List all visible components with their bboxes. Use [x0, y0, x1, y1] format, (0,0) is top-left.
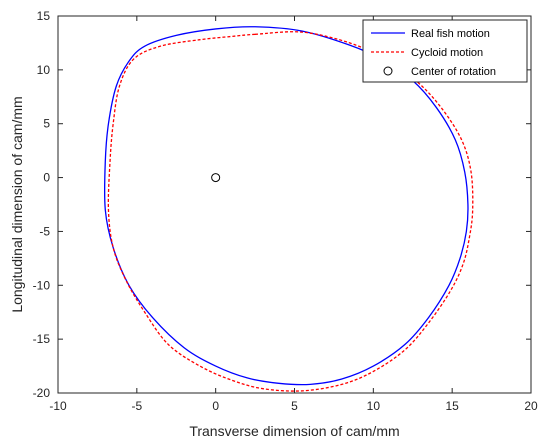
y-axis-label: Longitudinal dimension of cam/mm [9, 96, 25, 312]
x-tick-label: 5 [291, 399, 298, 413]
series-layer [103, 26, 474, 392]
x-tick-label: 20 [524, 399, 538, 413]
y-ticks: -20 -15 -10 -5 0 5 10 15 [33, 9, 531, 400]
legend-label-center-of-rotation: Center of rotation [411, 66, 496, 78]
x-tick-label: 0 [212, 399, 219, 413]
y-tick-label: 0 [43, 171, 50, 185]
series-cycloid-motion [107, 31, 474, 392]
y-tick-label: -20 [33, 386, 51, 400]
series-real-fish-motion [103, 26, 469, 386]
x-ticks: -10 -5 0 5 10 15 20 [49, 16, 538, 413]
legend-swatch-center-of-rotation [383, 66, 393, 76]
y-tick-label: 15 [37, 9, 51, 23]
x-axis-label: Transverse dimension of cam/mm [189, 423, 399, 439]
y-tick-label: -5 [39, 224, 50, 238]
center-of-rotation-marker [211, 173, 221, 183]
center-layer [211, 173, 221, 183]
legend-box [362, 19, 528, 83]
y-tick-label: -10 [33, 278, 51, 292]
legend-label-cycloid-motion: Cycloid motion [411, 47, 483, 59]
legend-label-real-fish-motion: Real fish motion [411, 28, 490, 40]
x-tick-label: -10 [49, 399, 67, 413]
y-tick-label: 5 [43, 117, 50, 131]
x-tick-label: 15 [445, 399, 459, 413]
y-tick-label: 10 [37, 63, 51, 77]
x-tick-label: -5 [131, 399, 142, 413]
x-tick-label: 10 [367, 399, 381, 413]
y-tick-label: -15 [33, 332, 51, 346]
legend: Real fish motion Cycloid motion Center o… [362, 19, 528, 83]
